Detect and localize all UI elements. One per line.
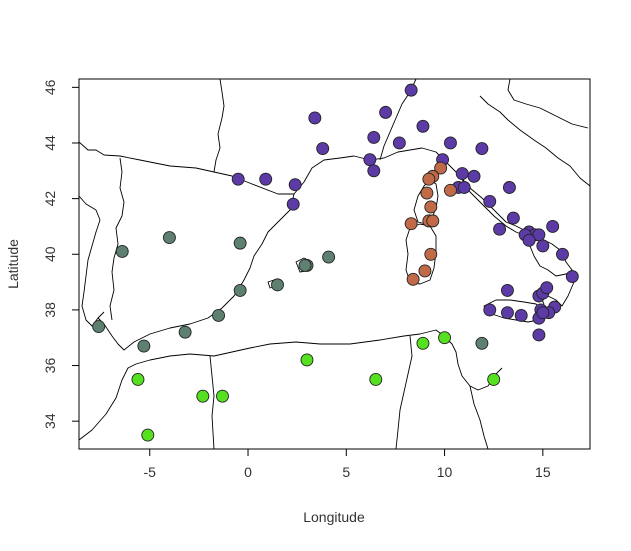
data-point-rust: [424, 247, 438, 261]
data-point-purple: [514, 309, 528, 322]
data-point-purple: [467, 169, 481, 183]
data-point-purple: [493, 222, 507, 236]
data-point-rust: [422, 172, 436, 186]
data-point-purple: [379, 105, 393, 119]
x-tick-label: 15: [535, 464, 551, 480]
coastline-spain-east: [97, 193, 295, 351]
data-point-grey-green: [298, 258, 312, 272]
data-point-purple: [404, 83, 418, 97]
data-point-bright-green: [196, 389, 210, 403]
y-tick-label: 46: [42, 79, 58, 95]
data-point-purple: [416, 119, 430, 133]
data-point-rust: [406, 272, 420, 286]
data-point-purple: [532, 228, 546, 242]
data-point-purple: [288, 178, 302, 192]
data-point-purple: [367, 130, 381, 144]
data-point-purple: [536, 239, 550, 253]
data-point-grey-green: [271, 278, 284, 292]
data-point-grey-green: [233, 236, 247, 250]
data-point-purple: [540, 281, 554, 295]
data-point-grey-green: [115, 245, 129, 258]
data-point-purple: [455, 167, 469, 181]
coastline-adriatic: [479, 95, 590, 187]
data-point-purple: [392, 136, 406, 150]
border-north-africa-1: [209, 355, 215, 449]
data-points: [92, 83, 579, 442]
data-point-purple: [363, 153, 377, 167]
data-point-purple: [475, 142, 489, 155]
data-point-grey-green: [178, 325, 192, 339]
data-point-purple: [501, 283, 514, 297]
data-point-bright-green: [216, 389, 229, 403]
y-tick-label: 40: [42, 246, 58, 262]
data-point-purple: [532, 328, 546, 342]
data-point-bright-green: [131, 373, 145, 386]
border-france-spain: [213, 79, 225, 173]
y-tick-label: 34: [42, 413, 58, 429]
data-point-purple: [316, 142, 330, 155]
data-point-grey-green: [322, 250, 336, 264]
data-point-purple: [483, 303, 497, 317]
y-tick-label: 38: [42, 302, 58, 318]
y-axis: 34 36 38 40 42 44 46: [42, 79, 79, 429]
data-point-grey-green: [137, 339, 151, 353]
data-point-rust: [424, 200, 438, 214]
data-point-bright-green: [416, 336, 430, 350]
coastline-map: [79, 79, 590, 449]
data-point-grey-green: [475, 336, 489, 350]
coastline-east: [507, 79, 589, 129]
data-point-purple: [546, 219, 560, 233]
data-point-grey-green: [212, 309, 225, 322]
data-point-purple: [536, 306, 550, 320]
x-axis-label: Longitude: [303, 509, 365, 525]
data-point-purple: [483, 194, 497, 208]
data-point-purple: [259, 172, 273, 186]
coastline-italy: [459, 175, 575, 307]
data-point-bright-green: [369, 373, 383, 386]
data-point-purple: [308, 111, 322, 125]
border-north-africa-2: [395, 335, 413, 449]
data-point-bright-green: [487, 373, 501, 386]
data-point-grey-green: [92, 320, 106, 334]
data-point-bright-green: [141, 428, 155, 442]
y-tick-label: 42: [42, 191, 58, 207]
data-point-purple: [565, 270, 579, 283]
x-tick-label: 10: [437, 464, 453, 480]
data-point-purple: [501, 306, 514, 320]
y-tick-label: 44: [42, 135, 58, 151]
coastline-portugal: [79, 195, 105, 327]
data-point-rust: [420, 186, 434, 200]
data-point-purple: [506, 211, 520, 225]
data-point-rust: [404, 217, 418, 231]
data-point-rust: [418, 264, 432, 278]
data-point-grey-green: [162, 231, 176, 245]
data-point-rust: [434, 161, 448, 175]
data-point-purple: [286, 197, 300, 211]
x-tick-label: 5: [342, 464, 350, 480]
data-point-bright-green: [438, 331, 452, 345]
coastline-north-africa: [79, 329, 503, 441]
data-point-grey-green: [233, 283, 247, 297]
data-point-purple: [502, 181, 516, 194]
data-point-purple: [522, 233, 536, 247]
data-point-purple: [444, 136, 457, 150]
data-point-rust: [426, 214, 440, 228]
y-tick-label: 36: [42, 358, 58, 374]
border-spain-portugal: [109, 157, 125, 321]
data-point-purple: [556, 247, 569, 261]
border-north-africa-3: [469, 385, 489, 449]
data-point-purple: [367, 164, 381, 178]
x-tick-label: -5: [144, 464, 157, 480]
y-axis-label: Latitude: [5, 239, 21, 289]
data-point-rust: [444, 183, 457, 197]
plot-area-frame: [78, 78, 591, 450]
data-point-bright-green: [300, 353, 314, 367]
x-axis: -5 0 5 10 15: [144, 449, 551, 480]
data-point-purple: [231, 172, 245, 186]
x-tick-label: 0: [244, 464, 252, 480]
data-point-purple: [457, 181, 471, 194]
